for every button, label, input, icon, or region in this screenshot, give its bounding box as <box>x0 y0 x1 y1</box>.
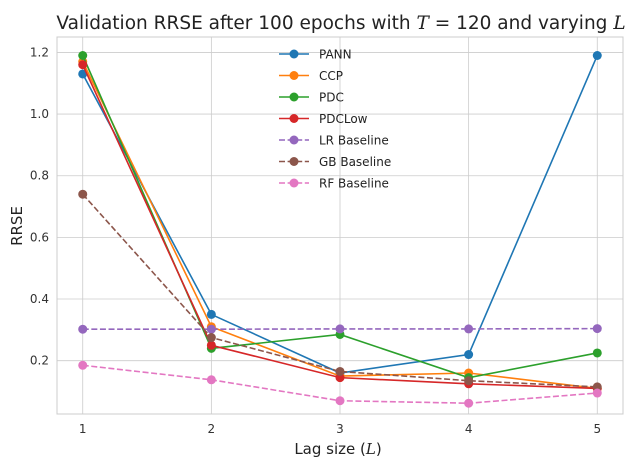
y-axis-label: RRSE <box>8 206 26 246</box>
data-point-pann <box>592 50 602 60</box>
legend-marker <box>289 135 299 145</box>
data-point-rf-baseline <box>78 360 88 370</box>
legend-entry-pdclow: PDCLow <box>279 112 368 126</box>
legend-label: PANN <box>319 48 352 62</box>
data-point-lr-baseline <box>335 324 345 334</box>
data-point-gb-baseline <box>592 382 602 392</box>
data-point-pdc <box>592 348 602 358</box>
data-point-lr-baseline <box>206 324 216 334</box>
series-gb-baseline <box>78 189 602 392</box>
data-point-pdc <box>78 50 88 60</box>
data-point-gb-baseline <box>206 333 216 343</box>
legend-marker <box>289 92 299 102</box>
legend-marker <box>289 157 299 166</box>
data-point-pdclow <box>206 340 216 350</box>
data-point-rf-baseline <box>592 388 602 398</box>
data-point-rf-baseline <box>206 375 216 385</box>
x-tick-label: 3 <box>336 422 344 436</box>
legend-marker <box>289 71 299 80</box>
data-point-pann <box>78 69 88 79</box>
y-tick-label: 0.8 <box>30 169 49 183</box>
data-point-gb-baseline <box>78 189 88 199</box>
legend-entry-pdc: PDC <box>279 91 344 105</box>
legend-entry-ccp: CCP <box>279 69 343 83</box>
data-point-rf-baseline <box>335 396 345 406</box>
x-tick-label: 2 <box>208 422 216 436</box>
data-point-lr-baseline <box>592 324 602 334</box>
legend-label: CCP <box>319 69 343 83</box>
axis-ticks: 1 2 3 4 5 0.2 0.4 0.6 0.8 1.0 1.2 <box>30 45 601 436</box>
legend: PANN CCP PDC PDCLow LR Baseline GB Baseline RF… <box>279 48 391 191</box>
series-lines <box>78 50 602 408</box>
y-tick-label: 0.4 <box>30 292 49 306</box>
y-tick-label: 1.2 <box>30 45 49 59</box>
legend-marker <box>289 178 299 188</box>
legend-entry-gb-baseline: GB Baseline <box>279 155 391 169</box>
x-tick-label: 4 <box>465 422 473 436</box>
grid <box>57 37 623 414</box>
x-tick-label: 5 <box>593 422 601 436</box>
legend-marker <box>289 49 299 59</box>
legend-label: PDCLow <box>319 112 368 126</box>
data-point-pdclow <box>335 373 345 383</box>
data-point-lr-baseline <box>464 324 474 334</box>
data-point-pdclow <box>78 60 88 70</box>
legend-label: GB Baseline <box>319 155 391 169</box>
data-point-gb-baseline <box>464 376 474 386</box>
data-point-pann <box>464 350 474 360</box>
data-point-gb-baseline <box>335 366 345 376</box>
chart-title: Validation RRSE after 100 epochs with T … <box>56 13 625 34</box>
legend-marker <box>289 114 299 123</box>
legend-label: PDC <box>319 91 344 105</box>
legend-entry-rf-baseline: RF Baseline <box>279 177 389 191</box>
y-tick-label: 0.2 <box>30 354 49 368</box>
data-point-lr-baseline <box>78 324 88 334</box>
y-tick-label: 0.6 <box>30 230 49 244</box>
x-axis-label: Lag size (L) <box>294 440 381 458</box>
data-point-rf-baseline <box>464 398 474 408</box>
series-rf-baseline <box>78 360 602 408</box>
series-lr-baseline <box>78 324 602 334</box>
legend-label: RF Baseline <box>319 177 389 191</box>
y-tick-label: 1.0 <box>30 107 49 121</box>
legend-label: LR Baseline <box>319 134 389 148</box>
legend-entry-pann: PANN <box>279 48 352 62</box>
x-tick-label: 1 <box>79 422 87 436</box>
data-point-pann <box>206 309 216 319</box>
legend-entry-lr-baseline: LR Baseline <box>279 134 389 148</box>
